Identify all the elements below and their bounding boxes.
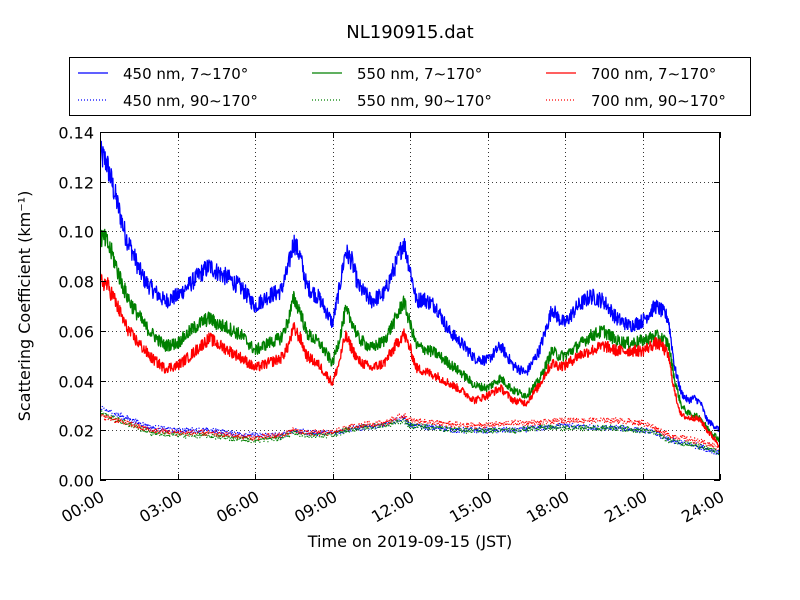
legend-label-1: 450 nm, 90∼170°: [123, 92, 258, 110]
legend-label-2: 550 nm, 7∼170°: [357, 65, 482, 83]
legend-label-4: 700 nm, 7∼170°: [591, 65, 716, 83]
y-tick-label: 0.00: [58, 472, 94, 491]
y-tick-label: 0.12: [58, 174, 94, 193]
grid: [100, 132, 720, 480]
x-tick-label: 24:00: [678, 487, 727, 527]
series-line-5: [100, 412, 720, 451]
x-tick-label: 03:00: [136, 487, 185, 527]
y-tick-label: 0.06: [58, 323, 94, 342]
x-tick-label: 00:00: [58, 487, 107, 527]
x-tick-label: 21:00: [601, 487, 650, 527]
legend-label-3: 550 nm, 90∼170°: [357, 92, 492, 110]
x-tick-label: 09:00: [291, 487, 340, 527]
y-axis-label: Scattering Coefficient (km⁻¹): [15, 191, 34, 422]
chart-title: NL190915.dat: [346, 22, 473, 43]
x-axis-label: Time on 2019-09-15 (JST): [307, 532, 512, 551]
series-layer: [100, 140, 720, 456]
y-tick-label: 0.04: [58, 373, 94, 392]
y-tick-label: 0.02: [58, 422, 94, 441]
y-tick-label: 0.08: [58, 273, 94, 292]
x-tick-label: 12:00: [368, 487, 417, 527]
legend-label-5: 700 nm, 90∼170°: [591, 92, 726, 110]
legend-frame: [69, 57, 751, 116]
y-tick-label: 0.14: [58, 124, 94, 143]
series-line-2: [100, 228, 720, 443]
x-tick-label: 06:00: [213, 487, 262, 527]
legend: 450 nm, 7∼170° 450 nm, 90∼170° 550 nm, 7∼1…: [69, 57, 751, 116]
y-tick-label: 0.10: [58, 223, 94, 242]
x-tick-label: 15:00: [446, 487, 495, 527]
series-line-0: [100, 140, 720, 432]
x-tick-label: 18:00: [523, 487, 572, 527]
series-line-4: [100, 272, 720, 448]
legend-label-0: 450 nm, 7∼170°: [123, 65, 248, 83]
